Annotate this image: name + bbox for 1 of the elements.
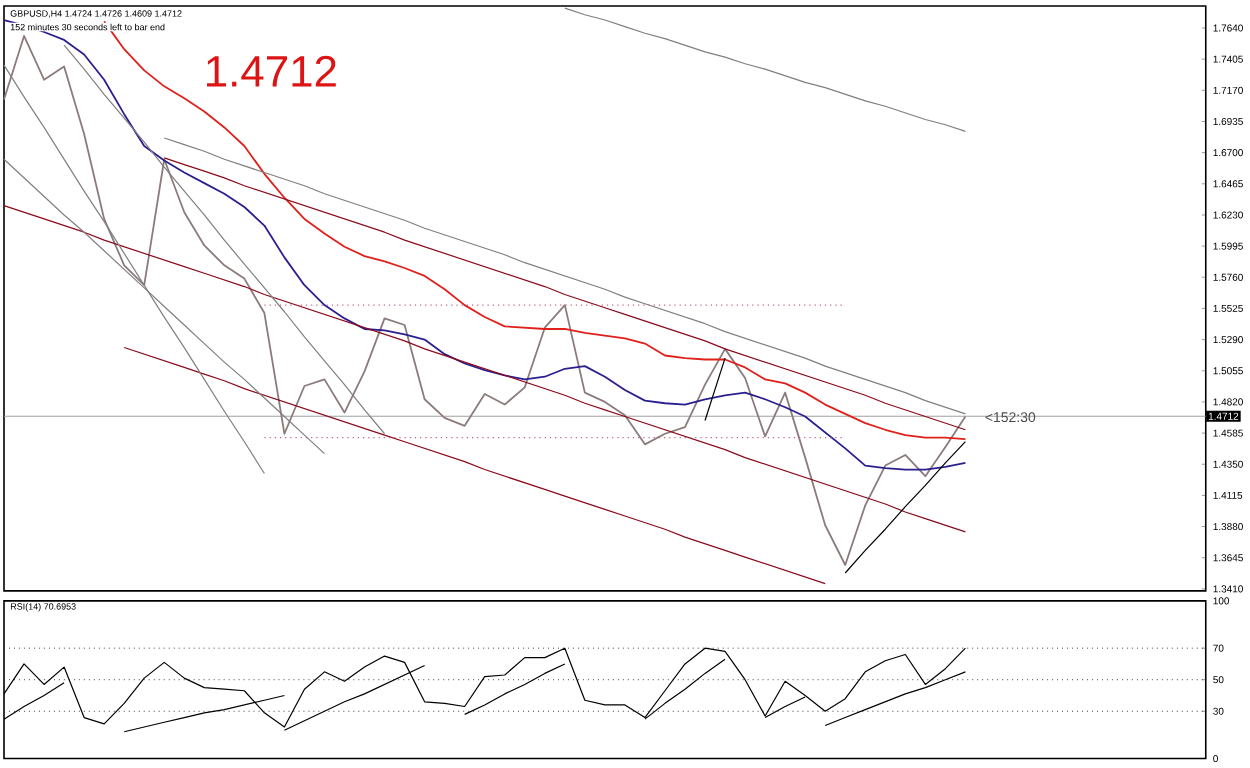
annotation: 1.4712 (207, 55, 336, 87)
